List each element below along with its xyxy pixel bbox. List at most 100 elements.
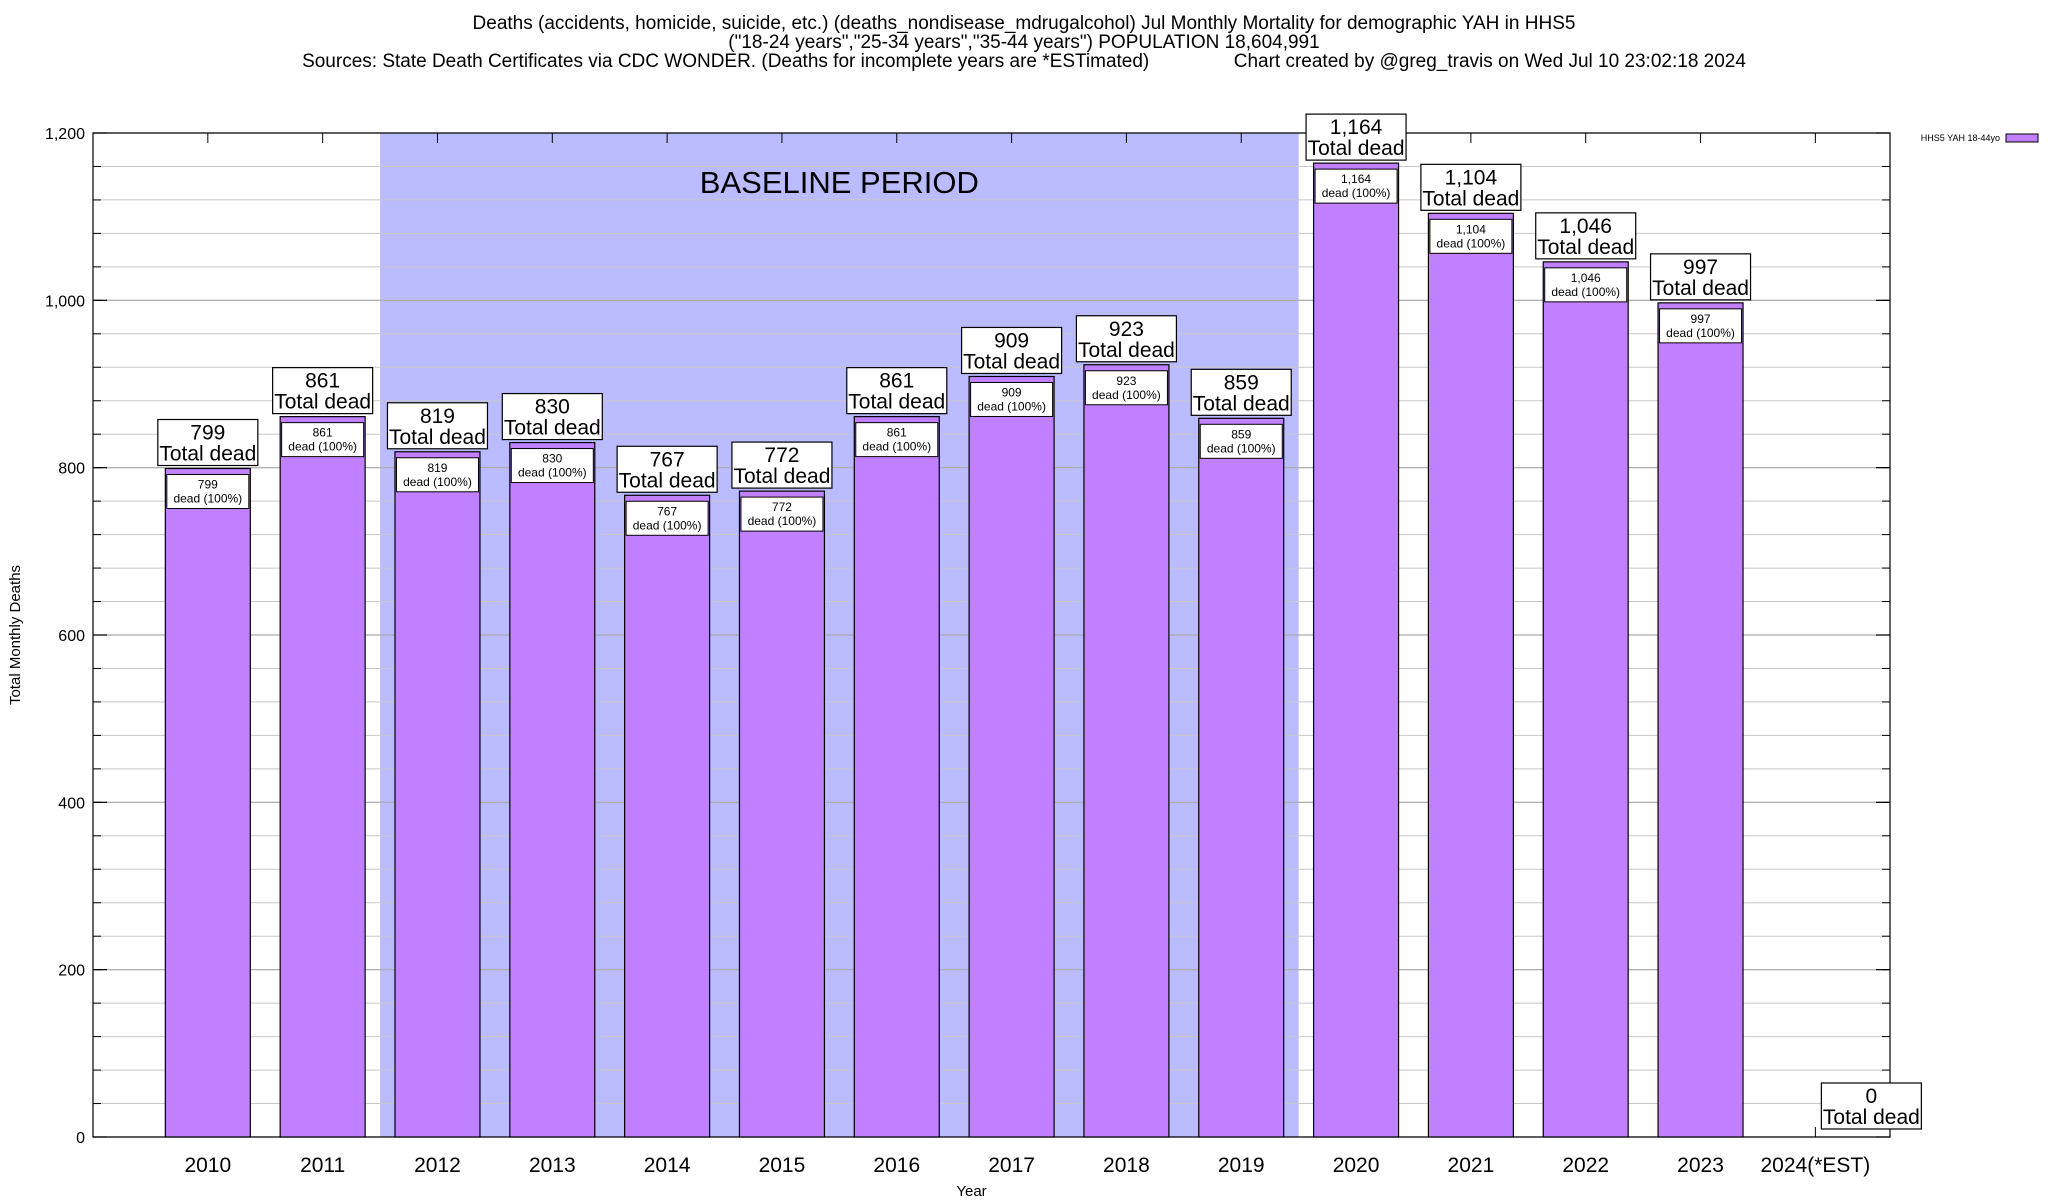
bar	[853, 416, 940, 1138]
inner-label-value: 1,046	[1571, 271, 1601, 285]
x-tick-label: 2016	[873, 1154, 920, 1177]
inner-label-value: 859	[1231, 427, 1251, 441]
top-label-value: 1,046	[1559, 215, 1612, 238]
inner-label-box	[1084, 370, 1168, 406]
top-label-value: 1,164	[1330, 116, 1383, 139]
top-label-box	[386, 402, 489, 450]
y-tick-label: 200	[58, 963, 85, 980]
inner-label-box	[166, 474, 250, 510]
top-label-box	[501, 392, 603, 441]
inner-label-box	[1199, 423, 1283, 459]
y-tick-label: 0	[76, 1130, 85, 1147]
top-label-text: Total dead	[1537, 236, 1634, 259]
top-label-box	[846, 367, 948, 415]
x-tick-label: 2012	[414, 1154, 461, 1177]
inner-label-text: dead (100%)	[977, 399, 1046, 413]
top-label-box	[1535, 212, 1637, 260]
bar-layer	[164, 162, 1744, 1138]
y-tick-label: 800	[58, 461, 85, 478]
x-tick-label: 2022	[1562, 1154, 1609, 1177]
x-tick-label: 2019	[1218, 1154, 1265, 1177]
top-label-value: 997	[1683, 256, 1718, 279]
top-label-text: Total dead	[504, 417, 601, 440]
top-label-text: Total dead	[1823, 1106, 1920, 1129]
top-label-text: Total dead	[733, 465, 830, 488]
top-label-text: Total dead	[1422, 187, 1519, 210]
bar	[738, 490, 826, 1138]
chart-sources: Sources: State Death Certificates via CD…	[302, 51, 1150, 72]
inner-label-box	[1429, 218, 1513, 254]
top-label-value: 1,104	[1445, 166, 1498, 189]
y-axis-title: Total Monthly Deaths	[7, 565, 24, 705]
chart-credit: Chart created by @greg_travis on Wed Jul…	[1233, 51, 1746, 72]
bar	[164, 467, 251, 1138]
baseline-period-label: BASELINE PERIOD	[700, 165, 979, 200]
top-label-value: 861	[879, 370, 914, 393]
y-tick-label: 1,000	[45, 293, 85, 310]
y-tick-label: 400	[58, 795, 85, 812]
top-label-box	[1820, 1082, 1922, 1130]
inner-label-text: dead (100%)	[748, 514, 817, 528]
inner-label-text: dead (100%)	[633, 518, 702, 532]
legend-swatch	[2005, 133, 2039, 143]
inner-label-box	[1314, 168, 1398, 204]
top-label-box	[272, 367, 374, 415]
top-label-value: 830	[535, 396, 570, 419]
top-label-box	[1420, 163, 1522, 211]
legend-series-label: HHS5 YAH 18-44yo	[1921, 133, 2000, 143]
top-label-box	[616, 445, 718, 493]
bar	[1312, 162, 1400, 1138]
bar	[1657, 302, 1744, 1138]
bar	[1542, 261, 1629, 1138]
top-label-value: 859	[1224, 371, 1259, 394]
inner-label-value: 909	[1002, 385, 1022, 399]
top-label-text: Total dead	[619, 469, 716, 492]
inner-label-value: 799	[198, 478, 218, 492]
top-label-box	[1305, 113, 1407, 161]
x-tick-label: 2020	[1333, 1154, 1380, 1177]
top-label-box	[157, 418, 259, 467]
top-label-value: 923	[1109, 318, 1144, 341]
data-label-layer: 799 dead (100%) 799 Total dead 861 dead (100%…	[157, 113, 1922, 1130]
chart-title-block: Deaths (accidents, homicide, suicide, et…	[0, 14, 2048, 71]
inner-label-box	[1544, 267, 1628, 303]
bar	[394, 451, 481, 1138]
inner-label-box	[970, 381, 1054, 417]
top-label-value: 909	[994, 329, 1029, 352]
x-tick-label: 2013	[529, 1154, 576, 1177]
bar	[509, 441, 596, 1138]
inner-label-value: 819	[427, 461, 447, 475]
inner-label-value: 830	[542, 452, 562, 466]
inner-label-text: dead (100%)	[1322, 186, 1391, 200]
inner-label-value: 767	[657, 504, 677, 518]
x-tick-label: 2014	[644, 1154, 691, 1177]
chart-title-line-1: Deaths (accidents, homicide, suicide, et…	[472, 13, 1576, 34]
inner-label-box	[625, 500, 709, 536]
legend: HHS5 YAH 18-44yo	[1921, 133, 2039, 143]
top-label-text: Total dead	[1078, 339, 1175, 362]
chart-sources-line: Sources: State Death Certificates via CD…	[0, 52, 2048, 71]
chart-title-line-2: ("18-24 years","25-34 years","35-44 year…	[728, 32, 1320, 53]
inner-label-box	[740, 496, 824, 532]
top-label-value: 799	[190, 422, 225, 445]
top-label-box	[1075, 315, 1178, 363]
top-label-text: Total dead	[1308, 137, 1405, 160]
inner-label-text: dead (100%)	[862, 440, 931, 454]
x-axis-title: Year	[956, 1183, 986, 1200]
top-label-box	[731, 441, 833, 489]
inner-label-text: dead (100%)	[1437, 236, 1506, 250]
top-label-text: Total dead	[274, 391, 371, 414]
inner-label-text: dead (100%)	[288, 440, 357, 454]
x-tick-label: 2024(*EST)	[1761, 1154, 1871, 1177]
top-label-text: Total dead	[389, 426, 486, 449]
x-tick-label: 2023	[1677, 1154, 1724, 1177]
top-label-text: Total dead	[963, 350, 1060, 373]
top-label-value: 767	[650, 448, 685, 471]
inner-label-value: 772	[772, 500, 792, 514]
axis-tick-layer: 0 200 400 600 800 1,000 1,200 2010 2011 2012 2013 2…	[45, 126, 1890, 1177]
bar	[624, 494, 711, 1138]
inner-label-box	[281, 422, 365, 458]
inner-label-text: dead (100%)	[1551, 285, 1620, 299]
inner-label-box	[855, 422, 939, 458]
